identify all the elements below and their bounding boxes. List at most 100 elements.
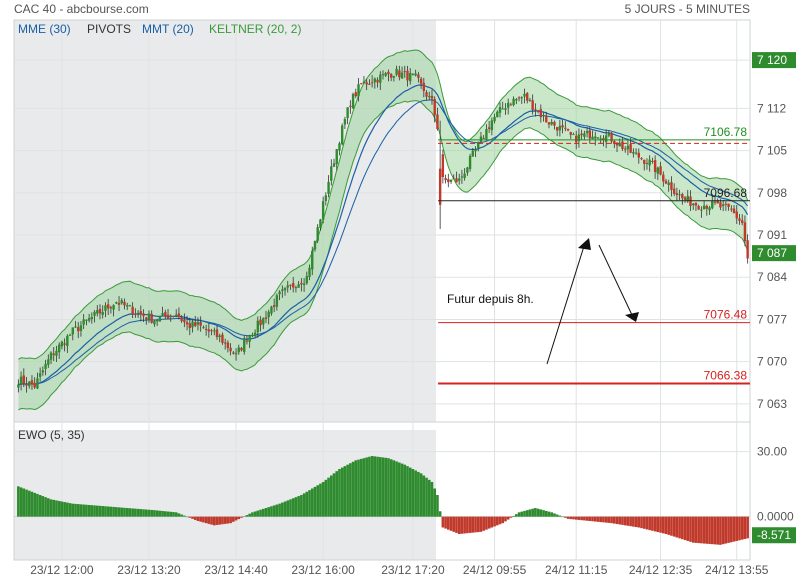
candle (106, 299, 110, 315)
candle-body (300, 282, 303, 285)
ewo-bar (678, 516, 681, 539)
candle (409, 68, 412, 85)
ewo-bar (112, 506, 115, 517)
ewo-bar (637, 516, 641, 528)
candle-body (662, 174, 665, 182)
ewo-bar (177, 513, 181, 517)
ewo-bar (536, 508, 540, 517)
candle-body (607, 133, 611, 136)
ewo-bar (357, 459, 360, 517)
ewo-bar (583, 516, 586, 521)
candle (743, 215, 747, 247)
candle-body (670, 182, 673, 190)
candle-body (659, 166, 662, 175)
candle-body (387, 71, 390, 75)
ewo-bar (743, 516, 747, 539)
ewo-bar (60, 501, 64, 517)
candle-body (400, 72, 404, 79)
ewo-bar (68, 503, 72, 517)
candle (732, 204, 736, 214)
ewo-bar (702, 516, 706, 544)
ewo-bar (732, 516, 736, 542)
candle-body (297, 284, 300, 288)
candle-body (251, 334, 254, 337)
candle-body (174, 314, 178, 316)
candle (112, 304, 115, 317)
ewo-bar (534, 508, 537, 517)
candle (640, 157, 643, 161)
candle (180, 315, 183, 323)
candle-body (719, 202, 722, 208)
candle (588, 126, 592, 144)
candle-body (542, 115, 545, 117)
candle (653, 155, 657, 179)
ewo-bar (365, 457, 368, 517)
candle (354, 88, 357, 99)
candle-body (33, 382, 36, 388)
candle (38, 367, 42, 382)
candle-body (479, 136, 483, 142)
candle (300, 278, 303, 292)
candle-body (634, 152, 638, 154)
candle-body (485, 129, 488, 140)
candle-body (147, 313, 151, 319)
candle-body (19, 376, 23, 385)
ewo-bar (661, 516, 665, 534)
ewo-bar (376, 456, 379, 517)
candle (438, 120, 442, 229)
candle (55, 345, 58, 363)
candle-body (308, 267, 311, 278)
candle-body (368, 83, 371, 85)
candle-body (531, 100, 534, 110)
candle (161, 306, 164, 316)
candle-body (496, 111, 499, 118)
candle (520, 96, 523, 104)
current-price-label: 7 087 (757, 246, 787, 260)
ewo-bar (41, 496, 45, 517)
top-price-badge (752, 52, 796, 69)
ewo-bar (95, 505, 99, 517)
candle (283, 287, 287, 296)
x-tick-label-2: 23/12 14:40 (204, 563, 268, 577)
candle-body (109, 307, 113, 309)
candle (422, 77, 426, 98)
ewo-bar (71, 503, 75, 517)
ewo-bar (634, 516, 638, 528)
candle-body (572, 134, 575, 136)
candle (466, 166, 469, 176)
candle-body (441, 154, 445, 177)
candle-body (177, 313, 181, 318)
candle (526, 92, 529, 104)
ewo-bar (109, 506, 113, 517)
legend-mmt: MMT (20) (142, 22, 194, 36)
ewo-bar (283, 501, 287, 517)
candle (406, 65, 409, 87)
candle-body (204, 328, 208, 330)
top-price-badge-label: 7 120 (757, 53, 787, 67)
candle-body (245, 340, 249, 342)
ewo-bar (572, 516, 575, 520)
candle (253, 329, 257, 338)
candle (474, 146, 477, 158)
candle-body (131, 306, 134, 315)
candle-body (618, 142, 621, 147)
ewo-bar (610, 516, 613, 524)
candle (670, 176, 673, 197)
ewo-bar (33, 492, 36, 517)
candle-body (463, 173, 466, 179)
candle (232, 350, 235, 355)
candle (71, 327, 74, 341)
candle-body (335, 149, 338, 165)
candle (267, 309, 270, 325)
candle (433, 96, 436, 123)
candle-body (226, 342, 230, 349)
ewo-bar (98, 505, 102, 517)
candle-body (283, 287, 287, 291)
candle (441, 149, 445, 184)
candle-body (270, 306, 273, 314)
candle-body (17, 384, 20, 388)
ewo-bar (727, 516, 730, 543)
candle (463, 168, 466, 181)
candle-body (223, 342, 227, 344)
candle-body (422, 82, 426, 92)
